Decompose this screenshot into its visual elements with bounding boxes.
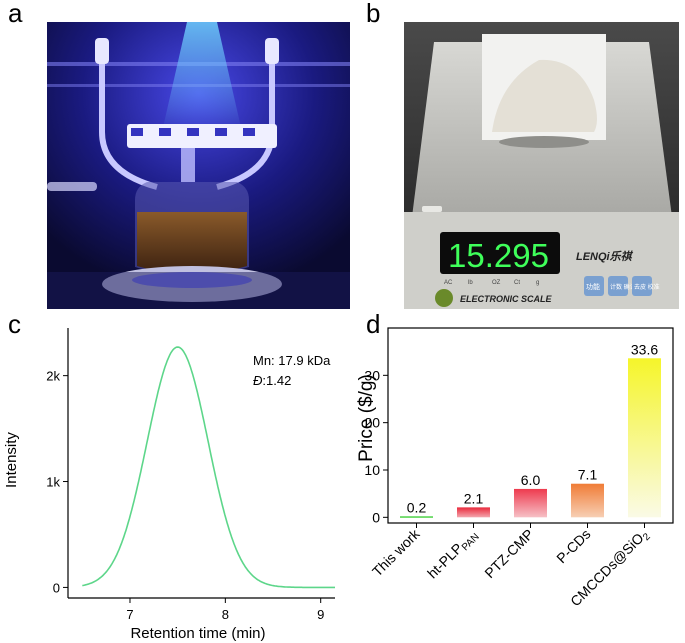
photo-reactor	[47, 22, 350, 309]
price-category-label: ht-PLPPAN	[424, 526, 482, 584]
category-main: P-CDs	[553, 526, 593, 566]
gpc-y-tick-label: 0	[53, 580, 60, 595]
price-bar	[514, 488, 547, 518]
price-category-label: This work	[369, 525, 423, 579]
dispersity-symbol: Đ	[253, 373, 263, 388]
price-y-tick-label: 20	[364, 415, 380, 431]
gpc-y-tick-label: 2k	[46, 369, 60, 384]
scale-unit-oz: OZ	[492, 280, 501, 286]
price-y-tick-label: 10	[364, 462, 380, 478]
gpc-x-tick-label: 8	[222, 607, 229, 622]
scale-button-count	[608, 276, 628, 296]
gpc-x-tick-label: 9	[317, 607, 324, 622]
scale-label: ELECTRONIC SCALE	[460, 294, 553, 304]
price-value-label: 0.2	[407, 499, 427, 515]
gpc-annotation-mn: Mn: 17.9 kDa	[253, 353, 331, 368]
price-value-label: 7.1	[578, 467, 598, 483]
scale-button-tare	[632, 276, 652, 296]
scale-display-readout: 15.295	[448, 237, 549, 274]
price-bar	[400, 516, 433, 518]
gpc-chart: 0 1k 2k 7 8 9 Mn: 17.9 kDa Đ:1.42 Retention t…	[3, 328, 335, 642]
scale-brand: LENQi乐祺	[576, 250, 634, 263]
price-category-label: PTZ-CMP	[481, 526, 536, 581]
price-category-label: P-CDs	[553, 526, 593, 566]
gpc-annotation-dispersity: Đ:1.42	[253, 373, 291, 388]
panel-letter-d: d	[366, 309, 381, 339]
scale-button-tare-label: 去皮 校准	[634, 283, 660, 291]
gpc-x-axis-label: Retention time (min)	[130, 625, 265, 642]
scale-unit-ct: Ct	[514, 280, 520, 286]
price-value-label: 6.0	[521, 472, 541, 488]
price-bar	[457, 507, 490, 518]
price-y-tick-label: 30	[364, 367, 380, 383]
scale-button-function	[584, 276, 604, 296]
price-bar	[628, 358, 661, 518]
dispersity-value: :1.42	[262, 373, 291, 388]
price-y-axis-label: Price ($/g)	[356, 374, 377, 462]
photo-balance: 15.295 AC lb OZ Ct g LENQi乐祺 ELECTRONIC …	[404, 22, 679, 309]
gpc-y-tick-label: 1k	[46, 475, 60, 490]
scale-unit-g: g	[536, 280, 539, 286]
price-value-label: 2.1	[464, 490, 484, 506]
gpc-x-tick-label: 7	[126, 607, 133, 622]
gpc-y-axis-label: Intensity	[3, 432, 20, 488]
scale-unit-lb: lb	[468, 280, 473, 286]
scale-unit-ac: AC	[444, 280, 453, 286]
scale-button-count-label: 计数 确认	[610, 283, 636, 291]
price-y-tick-label: 0	[372, 509, 380, 525]
price-value-label: 33.6	[631, 341, 658, 357]
scale-button-function-label: 功能	[586, 282, 600, 291]
category-subscript: PAN	[460, 531, 482, 553]
price-chart: 0 10 20 30 0.2 This work 2.1 ht-PLPPAN 6.0 PTZ-CM…	[356, 327, 674, 609]
category-main: This work	[369, 525, 423, 579]
panel-letter-b: b	[366, 0, 381, 28]
panel-letter-c: c	[8, 309, 21, 339]
gpc-trace-line	[82, 346, 335, 589]
panel-letter-a: a	[8, 0, 23, 28]
category-main: PTZ-CMP	[481, 526, 536, 581]
price-bar	[571, 483, 604, 518]
scale-power-button	[435, 289, 453, 307]
